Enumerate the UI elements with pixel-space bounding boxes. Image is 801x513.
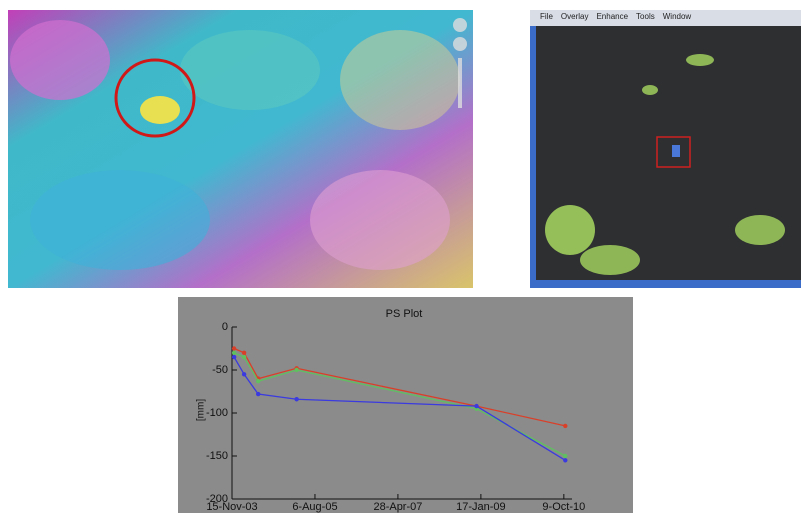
figure: PS Plot [mm] 0-50-100-150-20015-Nov-036-…	[0, 0, 801, 513]
menu-bar: File Overlay Enhance Tools Window	[540, 12, 699, 21]
software-screenshot	[530, 10, 801, 288]
menu-item[interactable]: Overlay	[561, 12, 589, 21]
data-point	[563, 424, 567, 428]
y-tick-label: -50	[212, 364, 228, 376]
y-tick-label: -150	[206, 450, 228, 462]
y-tick-label: -100	[206, 407, 228, 419]
data-point	[232, 355, 236, 359]
menu-item[interactable]: Enhance	[596, 12, 628, 21]
data-point	[294, 397, 298, 401]
data-point	[563, 454, 567, 458]
data-point	[563, 458, 567, 462]
x-tick-label: 9-Oct-10	[542, 501, 585, 513]
data-point	[294, 368, 298, 372]
x-tick-label: 15-Nov-03	[206, 501, 257, 513]
data-point	[242, 355, 246, 359]
y-tick-label: 0	[222, 321, 228, 333]
data-point	[242, 372, 246, 376]
menu-item[interactable]: Tools	[636, 12, 655, 21]
x-tick-label: 6-Aug-05	[292, 501, 337, 513]
data-point	[474, 404, 478, 408]
data-point	[232, 351, 236, 355]
data-point	[256, 379, 260, 383]
page: {"screenshot": {"menu": ["File", "Overla…	[0, 0, 801, 513]
x-tick-label: 28-Apr-07	[373, 501, 422, 513]
chart-title: PS Plot	[386, 308, 423, 320]
data-point	[232, 346, 236, 350]
data-point	[256, 392, 260, 396]
menu-item[interactable]: File	[540, 12, 553, 21]
interferogram-image	[8, 10, 473, 288]
x-tick-label: 17-Jan-09	[456, 501, 506, 513]
data-point	[242, 351, 246, 355]
plot-panel	[178, 297, 633, 513]
menu-item[interactable]: Window	[663, 12, 691, 21]
